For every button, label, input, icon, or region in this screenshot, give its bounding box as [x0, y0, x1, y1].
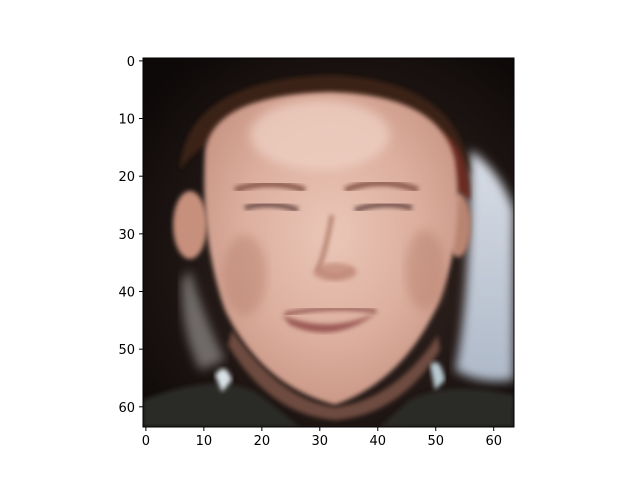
heatmap-image	[143, 58, 514, 427]
y-tick-label: 50	[118, 343, 135, 358]
x-tick-label: 50	[427, 434, 444, 449]
y-tick-label: 60	[118, 401, 135, 416]
y-tick-label: 20	[118, 170, 135, 185]
x-tick-label: 30	[312, 434, 329, 449]
x-tick-label: 20	[254, 434, 271, 449]
y-tick-label: 0	[127, 55, 135, 70]
x-axis: 0 10 20 30 40 50 60	[142, 427, 502, 449]
axes-frame	[142, 57, 515, 428]
y-tick-label: 40	[118, 286, 135, 301]
x-tick-label: 0	[142, 434, 150, 449]
x-tick-label: 40	[370, 434, 387, 449]
x-tick-label: 10	[196, 434, 213, 449]
y-tick-label: 30	[118, 228, 135, 243]
x-tick-label: 60	[485, 434, 502, 449]
y-tick-label: 10	[118, 113, 135, 128]
y-axis: 0 10 20 30 40 50 60	[118, 55, 143, 416]
